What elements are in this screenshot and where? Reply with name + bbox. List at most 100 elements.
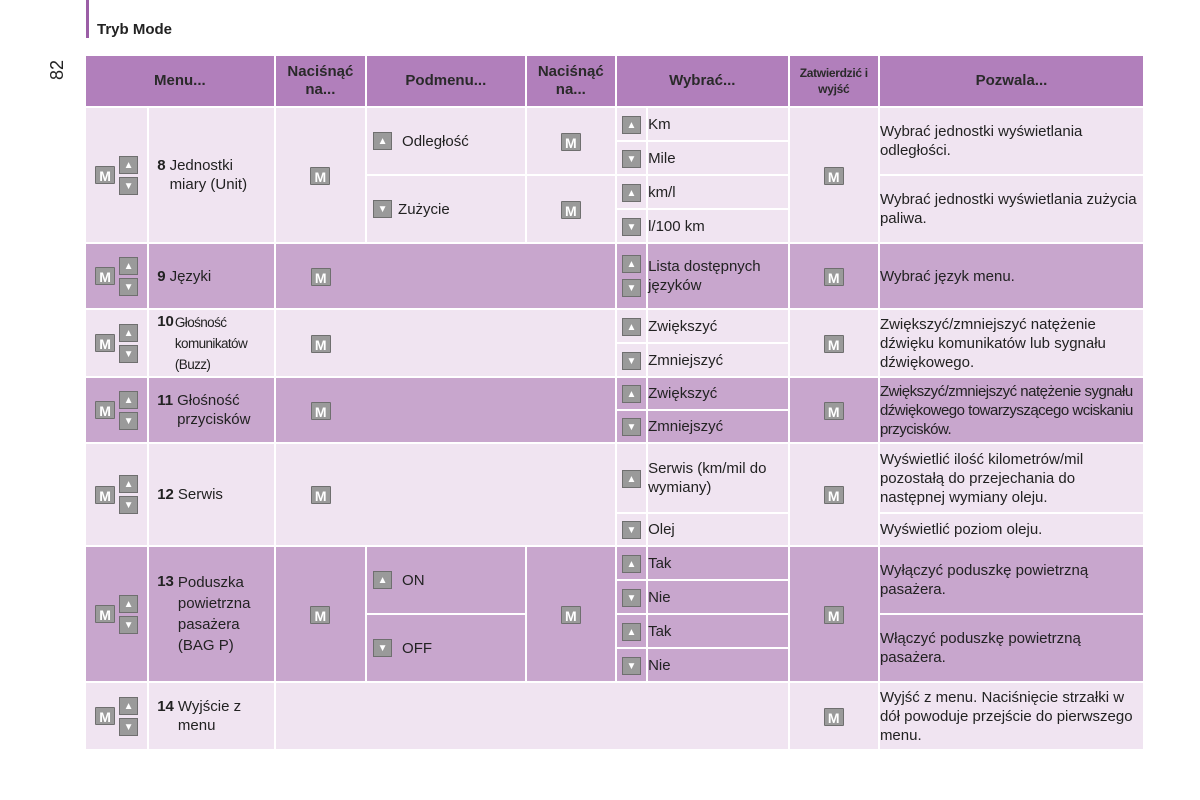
header-allows: Pozwala... <box>879 56 1143 106</box>
up-arrow-icon: ▲ <box>373 132 393 150</box>
option-label: Olej <box>648 514 788 545</box>
up-arrow-icon: ▲ <box>119 155 139 174</box>
press-cell: M <box>275 444 615 545</box>
description: Wyłączyć poduszkę powietrzną pasażera. <box>879 547 1143 613</box>
section-title: Tryb Mode <box>97 21 173 38</box>
table-row: ▼ Zmniejszyć <box>86 411 1143 442</box>
m-button-icon: M <box>95 707 116 725</box>
menu-label: 9 Języki <box>149 244 274 308</box>
down-arrow-icon: ▼ <box>119 344 139 363</box>
menu-label: 10 Głośność komunikatów (Buzz) <box>149 310 274 376</box>
menu-number: 10 <box>157 312 174 330</box>
option-arrow: ▲ <box>616 310 647 342</box>
m-button-icon: M <box>310 486 331 505</box>
m-button-icon: M <box>823 166 844 185</box>
m-button-icon: M <box>95 334 116 352</box>
option-label: Mile <box>648 142 788 174</box>
menu-number: 12 <box>157 486 174 503</box>
m-button-icon: M <box>310 267 331 286</box>
m-button-icon: M <box>560 132 581 151</box>
press-cell: M <box>275 244 615 308</box>
submenu-label: Odległość <box>402 132 469 150</box>
option-arrow: ▲ <box>616 176 647 208</box>
submenu-cell: ▲ Odległość <box>367 108 525 174</box>
down-arrow-icon: ▼ <box>373 639 393 657</box>
option-label: Nie <box>648 581 788 613</box>
down-arrow-icon: ▼ <box>119 496 139 514</box>
description: Wyświetlić poziom oleju. <box>879 514 1143 545</box>
confirm-cell: M <box>789 378 878 442</box>
header-select: Wybrać... <box>616 56 788 106</box>
down-arrow-icon: ▼ <box>119 176 139 195</box>
option-arrow: ▼ <box>616 649 647 681</box>
up-arrow-icon: ▲ <box>622 317 641 336</box>
m-button-icon: M <box>823 707 844 726</box>
menu-controls: M ▲ ▼ <box>86 244 148 308</box>
option-label: Tak <box>648 615 788 647</box>
menu-label: 14 Wyjście z menu <box>149 683 274 749</box>
submenu-cell: ▼ Zużycie <box>367 176 525 242</box>
description: Włączyć poduszkę powietrzną pasażera. <box>879 615 1143 681</box>
down-arrow-icon: ▼ <box>622 418 641 437</box>
menu-controls: M ▲ ▼ <box>86 378 148 442</box>
down-arrow-icon: ▼ <box>622 149 641 168</box>
menu-label: 8 Jednostki miary (Unit) <box>149 108 274 242</box>
confirm-cell: M <box>789 683 878 749</box>
menu-number: 8 <box>157 157 166 174</box>
submenu-label: Zużycie <box>398 200 450 218</box>
down-arrow-icon: ▼ <box>622 521 641 540</box>
up-arrow-icon: ▲ <box>622 622 641 641</box>
table-row: ▼ Olej Wyświetlić poziom oleju. <box>86 514 1143 545</box>
table-row: ▼ Zużycie M ▲ km/l Wybrać jednostki wyświ… <box>86 176 1143 242</box>
confirm-cell: M <box>789 310 878 376</box>
menu-controls: M ▲ ▼ <box>86 108 148 242</box>
menu-name: Wyjście z menu <box>177 698 242 734</box>
up-arrow-icon: ▲ <box>119 323 139 342</box>
menu-controls: M ▲ ▼ <box>86 547 148 681</box>
down-arrow-icon: ▼ <box>119 615 139 634</box>
option-arrow: ▼ <box>616 344 647 376</box>
description: Wybrać jednostki wyświetlania odległości… <box>879 108 1143 174</box>
menu-number: 13 <box>157 573 174 590</box>
option-label: Zmniejszyć <box>648 411 788 442</box>
confirm-cell: M <box>789 444 878 545</box>
m-button-icon: M <box>95 605 116 623</box>
option-arrow: ▲ <box>616 108 647 140</box>
option-label: l/100 km <box>648 210 788 242</box>
option-arrow: ▼ <box>616 411 647 442</box>
press-cell: M <box>526 547 615 681</box>
header-menu: Menu... <box>86 56 274 106</box>
menu-label: 12 Serwis <box>149 444 274 545</box>
header-confirm: Zatwierdzić i wyjść <box>789 56 878 106</box>
table-row: M ▲ ▼ 8 Jednostki miary (Unit) M ▲ Odległoś… <box>86 108 1143 242</box>
submenu-label: OFF <box>402 639 433 657</box>
menu-name: Języki <box>169 267 212 285</box>
option-arrow: ▲ <box>616 378 647 409</box>
m-button-icon: M <box>823 486 844 505</box>
menu-controls: M ▲ ▼ <box>86 444 148 545</box>
table-row: ▼ Mile <box>86 142 1143 174</box>
option-label: Zwiększyć <box>648 310 788 342</box>
menu-name: Serwis <box>177 486 223 503</box>
menu-controls: M ▲ ▼ <box>86 310 148 376</box>
up-arrow-icon: ▲ <box>119 594 139 613</box>
menu-number: 9 <box>157 267 166 285</box>
up-arrow-icon: ▲ <box>622 469 641 488</box>
section-marker <box>86 0 89 38</box>
option-arrow: ▲ <box>616 547 647 579</box>
confirm-cell: M <box>789 244 878 308</box>
up-arrow-icon: ▲ <box>373 571 393 589</box>
menu-controls: M ▲ ▼ <box>86 683 148 749</box>
submenu-cell: ▼ OFF <box>367 615 525 681</box>
down-arrow-icon: ▼ <box>622 588 641 607</box>
down-arrow-icon: ▼ <box>622 217 641 236</box>
down-arrow-icon: ▼ <box>373 200 393 218</box>
m-button-icon: M <box>95 166 116 184</box>
down-arrow-icon: ▼ <box>119 277 139 296</box>
option-label: Serwis (km/mil do wymiany) <box>648 444 788 512</box>
press-cell: M <box>275 378 615 442</box>
submenu-label: ON <box>402 571 425 589</box>
up-arrow-icon: ▲ <box>119 696 139 715</box>
menu-number: 11 <box>157 392 174 409</box>
option-arrow: ▼ <box>616 210 647 242</box>
